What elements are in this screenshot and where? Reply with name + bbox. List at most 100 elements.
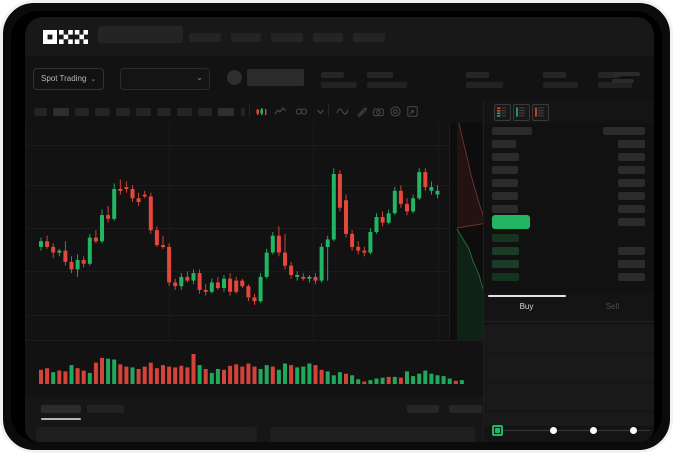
amount-percent-slider[interactable] — [490, 425, 650, 437]
orderbook-row-amount — [618, 166, 645, 174]
chevron-down-icon: ⌄ — [90, 76, 97, 83]
market-stat — [543, 72, 578, 88]
order-form-field[interactable] — [484, 354, 654, 383]
timeframe-button[interactable] — [198, 108, 212, 116]
gridline-horizontal — [25, 145, 483, 146]
divider — [249, 105, 250, 117]
slider-stop[interactable] — [630, 427, 637, 434]
price-chart[interactable] — [25, 123, 483, 340]
more-menu-button[interactable] — [612, 72, 640, 86]
chevron-down-icon: ⌄ — [196, 73, 203, 82]
stat-label — [321, 72, 344, 78]
bottom-tab[interactable] — [41, 405, 81, 413]
line-chart-icon[interactable] — [274, 105, 287, 118]
timeframe-button[interactable] — [218, 108, 234, 116]
timeframe-button[interactable] — [116, 108, 130, 116]
orderbook-row-amount — [618, 192, 645, 200]
last-price-value — [247, 69, 304, 86]
orderbook-row-price[interactable] — [492, 140, 516, 148]
gridline-horizontal — [25, 315, 483, 316]
orderbook-row-price[interactable] — [492, 179, 518, 187]
timeframe-button[interactable] — [241, 108, 245, 116]
orderbook-row-amount — [618, 153, 645, 161]
order-form-field[interactable] — [484, 383, 654, 412]
orderbook-row-price[interactable] — [492, 273, 519, 281]
timeframe-button[interactable] — [53, 108, 69, 116]
orderbook-row-price[interactable] — [492, 247, 519, 255]
ruler-icon[interactable] — [355, 105, 368, 118]
menu-line — [612, 79, 634, 83]
tab-buy[interactable]: Buy — [519, 302, 534, 311]
orderbook-row-price[interactable] — [492, 234, 519, 242]
orderbook-spread-price[interactable] — [492, 215, 530, 229]
gridline-vertical — [313, 123, 314, 340]
stat-label — [367, 72, 393, 78]
orderbook-row-price[interactable] — [492, 205, 518, 213]
stat-value — [466, 82, 503, 88]
active-tab-indicator — [488, 295, 566, 297]
order-book[interactable] — [484, 123, 654, 293]
orderbook-row-amount — [618, 140, 645, 148]
orderbook-column-header — [492, 127, 532, 135]
orderbook-buy-icon[interactable] — [513, 104, 530, 121]
indicator-icon[interactable] — [295, 105, 308, 118]
orderbook-row-amount — [618, 205, 645, 213]
order-form-field[interactable] — [484, 412, 654, 427]
top-navigation-bar — [25, 17, 654, 56]
chevron-down-icon[interactable] — [314, 105, 327, 118]
slider-stop[interactable] — [550, 427, 557, 434]
timeframe-button[interactable] — [95, 108, 110, 116]
coin-avatar — [227, 70, 242, 85]
slider-handle[interactable] — [492, 425, 503, 436]
volume-chart — [25, 340, 483, 398]
order-form-field[interactable] — [484, 325, 654, 354]
nav-item[interactable] — [313, 33, 343, 42]
nav-item[interactable] — [271, 33, 303, 42]
gridline-vertical — [438, 123, 439, 340]
divider — [328, 105, 329, 117]
slider-stop[interactable] — [590, 427, 597, 434]
bottom-action[interactable] — [407, 405, 439, 413]
timeframe-button[interactable] — [75, 108, 89, 116]
trading-pair-selector[interactable]: ⌄ — [120, 68, 210, 90]
tab-sell[interactable]: Sell — [605, 302, 620, 311]
gridline-vertical — [169, 123, 170, 340]
stat-label — [543, 72, 566, 78]
camera-icon[interactable] — [372, 105, 385, 118]
orderbook-trade-panel: Buy Sell — [483, 100, 654, 442]
market-type-dropdown[interactable]: Spot Trading ⌄ — [33, 68, 105, 90]
stat-value — [598, 82, 632, 88]
gridline-vertical — [25, 123, 26, 340]
stat-label — [466, 72, 489, 78]
candlestick-chart-icon[interactable] — [255, 105, 268, 118]
search-input[interactable] — [98, 26, 183, 43]
okx-logo[interactable] — [43, 30, 88, 44]
wave-chart-icon[interactable] — [336, 105, 349, 118]
bottom-placeholder-panel — [270, 427, 475, 442]
orderbook-row-price[interactable] — [492, 260, 519, 268]
orderbook-both-icon[interactable] — [494, 104, 511, 121]
orderbook-row-price[interactable] — [492, 192, 518, 200]
timeframe-button[interactable] — [136, 108, 151, 116]
nav-item[interactable] — [353, 33, 385, 42]
fullscreen-icon[interactable] — [406, 105, 419, 118]
buy-sell-tabs: Buy Sell — [484, 295, 654, 322]
bottom-panel — [25, 397, 483, 442]
bottom-tab[interactable] — [87, 405, 124, 413]
candlestick-series — [39, 168, 440, 305]
orderbook-sell-icon[interactable] — [532, 104, 549, 121]
bottom-action[interactable] — [449, 405, 482, 413]
timeframe-button[interactable] — [34, 108, 47, 116]
orderbook-row-price[interactable] — [492, 153, 519, 161]
orderbook-row-amount — [618, 260, 645, 268]
menu-line — [612, 72, 640, 76]
settings-gear-icon[interactable] — [389, 105, 402, 118]
nav-item[interactable] — [231, 33, 261, 42]
slider-track — [496, 430, 650, 431]
timeframe-button[interactable] — [177, 108, 192, 116]
pair-stats-bar: Spot Trading ⌄ ⌄ — [25, 56, 654, 100]
timeframe-button[interactable] — [157, 108, 171, 116]
stat-value — [367, 82, 407, 88]
orderbook-row-price[interactable] — [492, 166, 518, 174]
nav-item[interactable] — [189, 33, 221, 42]
